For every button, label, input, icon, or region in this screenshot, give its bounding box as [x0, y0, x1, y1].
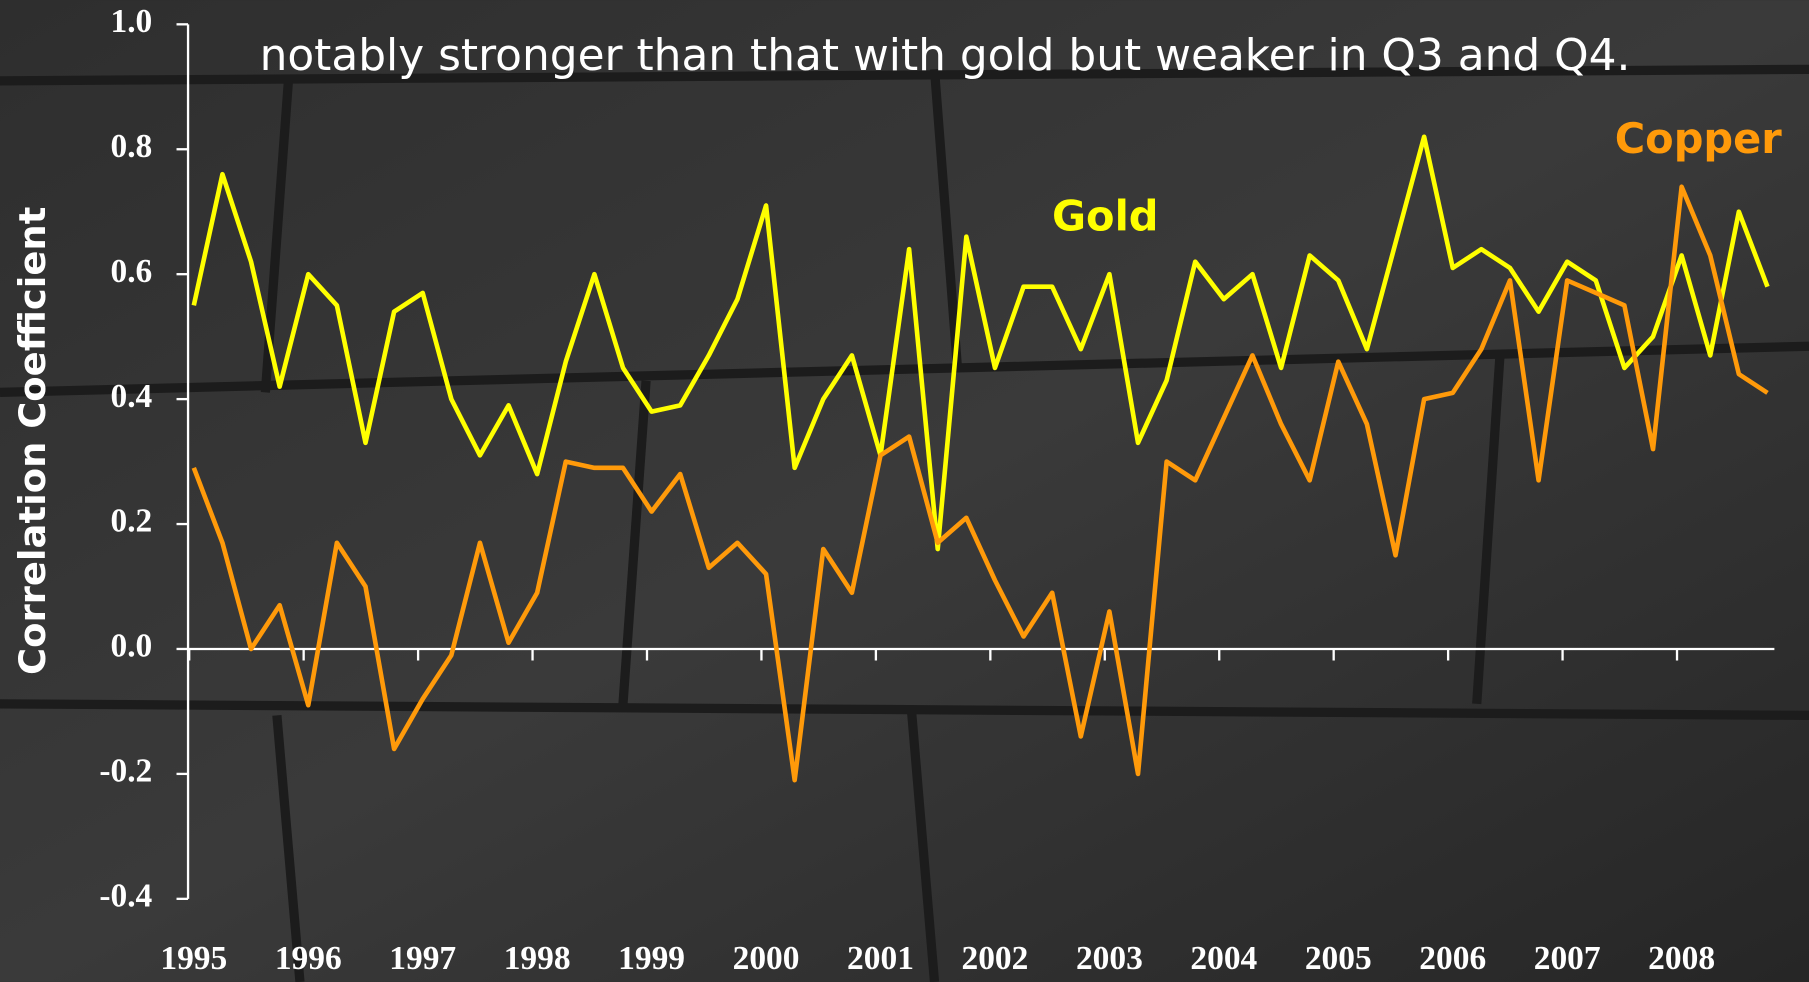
y-tick-label: 0.4: [110, 378, 152, 415]
y-axis-label: Correlation Coefficient: [11, 207, 54, 675]
x-tick-label: 2002: [962, 940, 1029, 977]
series-label: Gold: [1052, 191, 1159, 240]
y-tick-label: 1.0: [110, 3, 152, 40]
x-tick-label: 2005: [1305, 940, 1372, 977]
x-tick-label: 2003: [1076, 940, 1143, 977]
y-tick-label: 0.2: [110, 503, 152, 540]
y-tick-label: 0.8: [110, 128, 152, 165]
x-tick-label: 2006: [1419, 940, 1486, 977]
y-tick-label: -0.4: [99, 878, 152, 915]
x-tick-label: 2007: [1534, 940, 1601, 977]
y-tick-label: 0.0: [110, 628, 152, 665]
x-tick-label: 2004: [1190, 940, 1257, 977]
x-tick-label: 1996: [275, 940, 342, 977]
series-line: [191, 134, 1770, 552]
x-tick-label: 2008: [1648, 940, 1715, 977]
x-tick-label: 1999: [618, 940, 685, 977]
x-tick-label: 1998: [504, 940, 571, 977]
x-tick-label: 2000: [733, 940, 800, 977]
series-line: [191, 184, 1769, 783]
series-label: Copper: [1615, 114, 1783, 163]
x-tick-label: 1995: [160, 940, 227, 977]
y-tick-label: 0.6: [110, 253, 152, 290]
subtitle: notably stronger than that with gold but…: [260, 30, 1631, 81]
x-tick-label: 1997: [389, 940, 456, 977]
y-tick-label: -0.2: [99, 753, 152, 790]
x-tick-label: 2001: [847, 940, 914, 977]
